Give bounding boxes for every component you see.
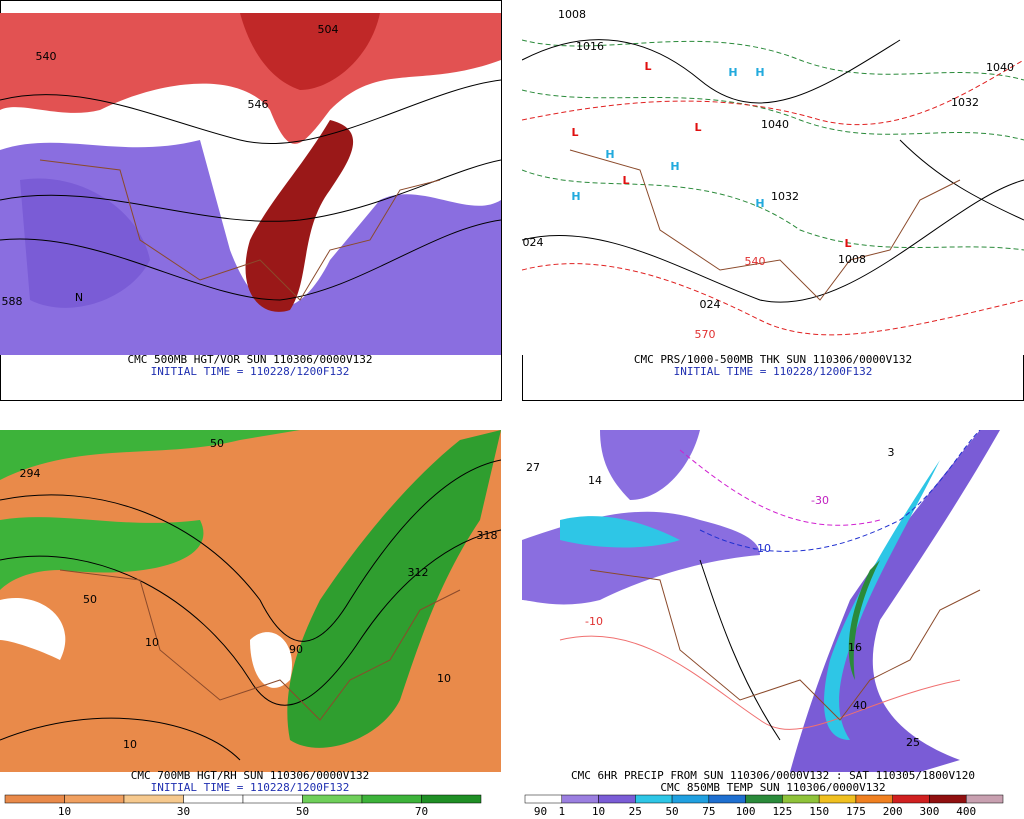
colorbar-label: 175 [846,805,866,818]
colorbar-swatch [671,794,710,804]
map-label: 1016 [576,40,604,53]
map-label: 504 [318,23,339,36]
map-label: H [728,66,737,79]
map-label: 25 [906,736,920,749]
map-label: 1008 [558,8,586,21]
colorbar-swatch [421,794,482,804]
map-label: -30 [811,494,829,507]
map-label: 27 [526,461,540,474]
map-label: 1040 [986,61,1014,74]
colorbar-swatch [302,794,363,804]
map-label: 024 [700,298,721,311]
map-label: H [571,190,580,203]
map-label: 40 [853,699,867,712]
colorbar-label: 125 [772,805,792,818]
colorbar-label: 1 [558,805,565,818]
map-label: N [75,291,83,304]
map-label: 1032 [771,190,799,203]
map-label: -10 [585,615,603,628]
colorbar-swatch [635,794,673,804]
map-label: 50 [83,593,97,606]
panel-caption-2: CMC 850MB TEMP SUN 110306/0000V132 [660,781,885,794]
map-label: 570 [695,328,716,341]
map-label: 024 [523,236,544,249]
map-label: 14 [588,474,602,487]
map-label: 588 [2,295,23,308]
colorbar-label: 300 [920,805,940,818]
colorbar-label: 400 [956,805,976,818]
colorbar-label: 50 [665,805,678,818]
colorbar-label: 25 [629,805,642,818]
colorbar-swatch [561,794,599,804]
panel-caption: CMC 700MB HGT/RH SUN 110306/0000V132 [131,769,369,782]
map-label: 3 [888,446,895,459]
map-label: -10 [753,542,771,555]
colorbar-label: 30 [177,805,190,818]
initial-time: INITIAL TIME = 110228/1200F132 [151,781,350,794]
panel-caption: CMC 6HR PRECIP FROM SUN 110306/0000V132 … [571,769,975,782]
map-700mb [0,430,501,772]
colorbar-swatch [929,794,967,804]
colorbar-swatch [64,794,125,804]
map-label: H [755,197,764,210]
colorbar-swatch [598,794,636,804]
colorbar-swatch [965,794,1004,804]
map-label: 16 [848,641,862,654]
colorbar-swatch [782,794,820,804]
map-label: 318 [477,529,498,542]
colorbar-swatch [708,794,746,804]
map-label: 1008 [838,253,866,266]
colorbar-swatch [818,794,857,804]
colorbar-swatch [242,794,303,804]
colorbar-label: 75 [702,805,715,818]
map-label: H [755,66,764,79]
map-label: H [605,148,614,161]
map-label: 540 [745,255,766,268]
colorbar-label: 200 [883,805,903,818]
panel-caption: CMC PRS/1000-500MB THK SUN 110306/0000V1… [634,353,912,366]
map-label: 50 [210,437,224,450]
colorbar-swatch [892,794,930,804]
map-label: 540 [36,50,57,63]
map-label: L [694,121,701,134]
colorbar-label: 150 [809,805,829,818]
map-label: 312 [408,566,429,579]
colorbar-label: 10 [58,805,71,818]
map-label: L [844,237,851,250]
colorbar-swatch [524,794,563,804]
colorbar-swatch [183,794,244,804]
map-label: L [571,126,578,139]
map-500mb [0,13,501,355]
map-pressure [522,0,1024,355]
map-precip [522,430,1024,772]
map-label: 546 [248,98,269,111]
colorbar-label: 90 [534,805,547,818]
colorbar-label: 70 [415,805,428,818]
map-label: 294 [20,467,41,480]
colorbar-label: 10 [592,805,605,818]
colorbar-swatch [745,794,783,804]
colorbar-label: 50 [296,805,309,818]
map-label: 90 [289,643,303,656]
colorbar-label: 100 [736,805,756,818]
map-label: L [644,60,651,73]
map-label: 10 [437,672,451,685]
map-label: 1040 [761,118,789,131]
colorbar-swatch [361,794,422,804]
map-label: 10 [123,738,137,751]
map-label: 1032 [951,96,979,109]
map-label: H [670,160,679,173]
panel-caption: CMC 500MB HGT/VOR SUN 110306/0000V132 [127,353,372,366]
initial-time: INITIAL TIME = 110228/1200F132 [151,365,350,378]
map-label: L [622,174,629,187]
initial-time: INITIAL TIME = 110228/1200F132 [674,365,873,378]
map-label: 10 [145,636,159,649]
colorbar-swatch [123,794,184,804]
colorbar-swatch [4,794,65,804]
colorbar-swatch [855,794,893,804]
